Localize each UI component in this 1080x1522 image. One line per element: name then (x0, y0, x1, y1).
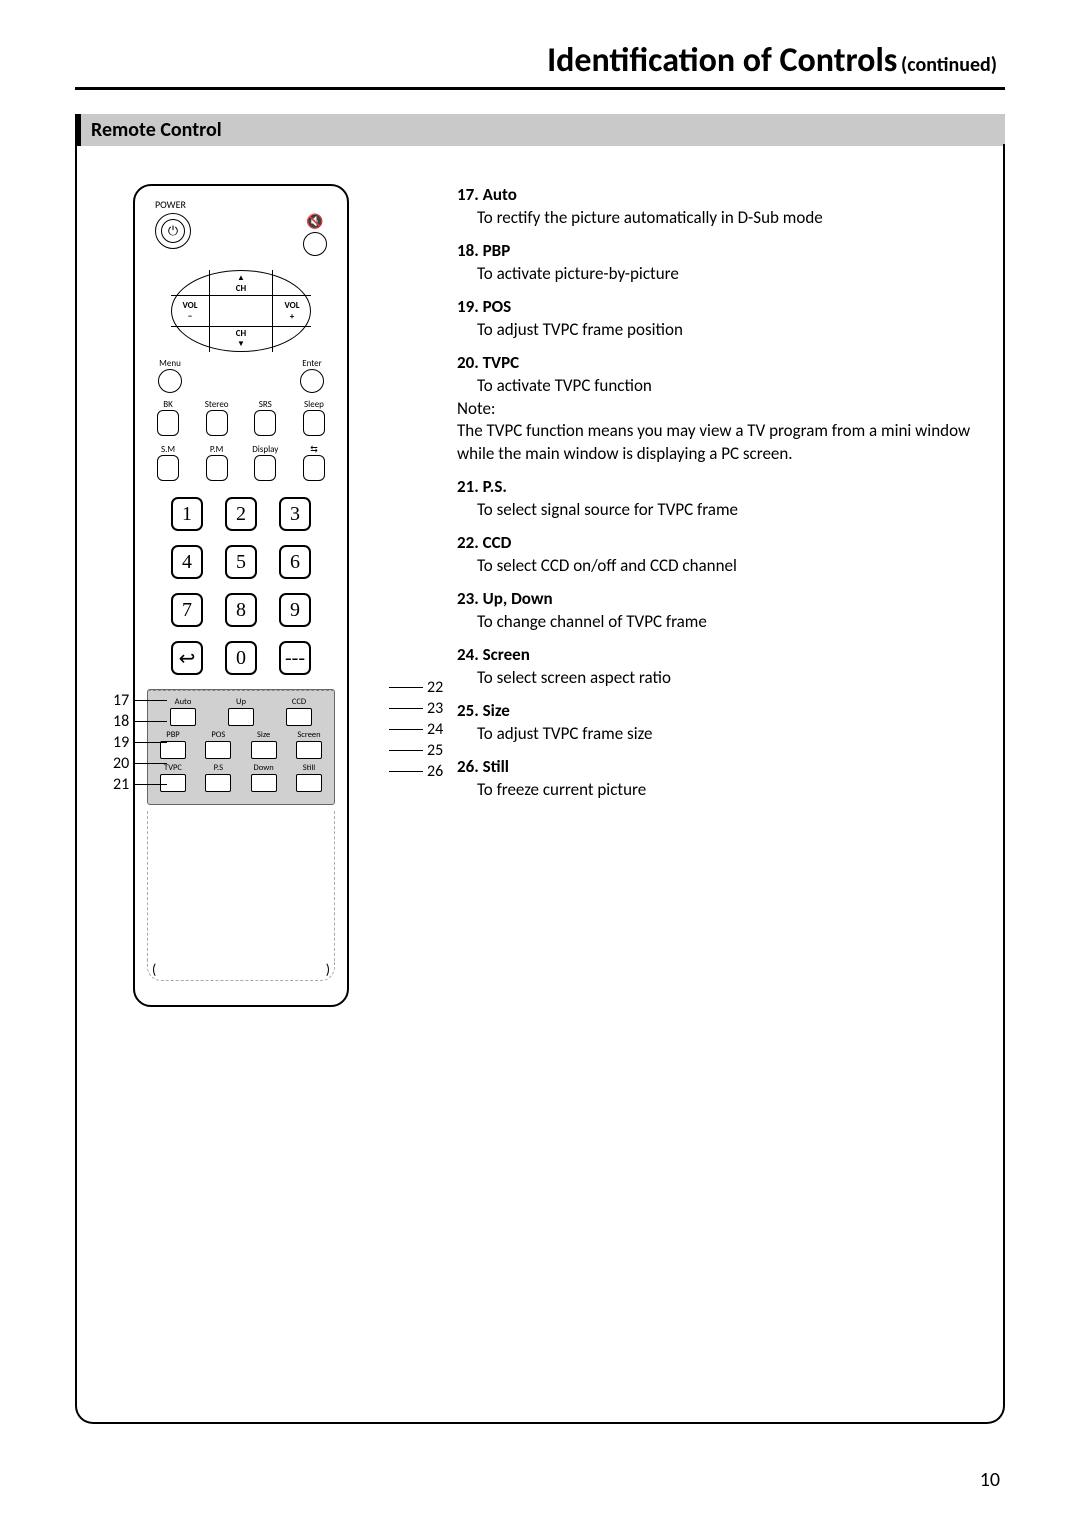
num-0: 0 (225, 641, 257, 675)
up-button (228, 708, 254, 726)
srs-button (254, 410, 276, 436)
power-button: ⏻ (155, 213, 191, 249)
callout-20: 20 (113, 753, 167, 774)
screen-label: Screen (297, 730, 320, 740)
ch-down: CH (225, 328, 257, 349)
descriptions-column: 17. AutoTo rectify the picture automatic… (447, 184, 973, 1392)
display-button (254, 455, 276, 481)
swap-button (303, 455, 325, 481)
title-main: Identification of Controls (547, 40, 897, 81)
title-suffix: (continued) (901, 53, 997, 77)
sm-label: S.M (161, 444, 175, 455)
remote-outline: POWER ⏻ 🔇 CH (133, 184, 349, 1007)
num-9: 9 (279, 593, 311, 627)
page: Identification of Controls (continued) R… (75, 40, 1005, 1424)
pm-button (206, 455, 228, 481)
num-3: 3 (279, 497, 311, 531)
content-frame: POWER ⏻ 🔇 CH (75, 144, 1005, 1424)
entry-26: 26. StillTo freeze current picture (457, 756, 973, 802)
num----: --- (279, 641, 311, 675)
entry-25: 25. SizeTo adjust TVPC frame size (457, 700, 973, 746)
num-1: 1 (171, 497, 203, 531)
sleep-button (303, 410, 325, 436)
swap-icon: ⇆ (310, 444, 318, 455)
bk-button (157, 410, 179, 436)
mute-icon: 🔇 (306, 213, 323, 230)
down-button (251, 774, 277, 792)
power-label: POWER (155, 198, 347, 211)
up-label: Up (236, 697, 246, 707)
callout-17: 17 (113, 690, 167, 711)
auto-button (170, 708, 196, 726)
enter-button (300, 369, 324, 393)
row-b: S.M P.M Display ⇆ (135, 444, 347, 481)
stereo-label: Stereo (205, 399, 229, 410)
auto-label: Auto (175, 697, 192, 707)
entry-18: 18. PBPTo activate picture-by-picture (457, 240, 973, 286)
section-header: Remote Control (75, 114, 1005, 146)
entry-24: 24. ScreenTo select screen aspect ratio (457, 644, 973, 690)
mute-button (303, 232, 327, 256)
sleep-label: Sleep (304, 399, 324, 410)
num-5: 5 (225, 545, 257, 579)
still-button (296, 774, 322, 792)
num-6: 6 (279, 545, 311, 579)
down-label: Down (254, 763, 274, 773)
entry-21: 21. P.S.To select signal source for TVPC… (457, 476, 973, 522)
entry-20: 20. TVPCTo activate TVPC functionNote:Th… (457, 352, 973, 467)
menu-button (158, 369, 182, 393)
callout-18: 18 (113, 711, 167, 732)
sm-button (157, 455, 179, 481)
ccd-label: CCD (292, 697, 306, 707)
callout-24: 24 (389, 719, 443, 740)
ch-up: CH (225, 273, 257, 294)
size-label: Size (257, 730, 270, 740)
callout-25: 25 (389, 740, 443, 761)
size-button (251, 741, 277, 759)
num-4: 4 (171, 545, 203, 579)
entry-23: 23. Up, DownTo change channel of TVPC fr… (457, 588, 973, 634)
flap: Auto Up CCD PBP POS Size Screen TVPC (147, 689, 335, 805)
page-number: 10 (980, 1468, 1000, 1492)
callouts-right: 2223242526 (389, 677, 443, 782)
bk-label: BK (163, 399, 173, 410)
ps-label: P.S (214, 763, 223, 773)
entry-17: 17. AutoTo rectify the picture automatic… (457, 184, 973, 230)
callouts-left: 1718192021 (113, 690, 167, 795)
pos-label: POS (211, 730, 225, 740)
display-label: Display (252, 444, 278, 455)
entry-19: 19. POSTo adjust TVPC frame position (457, 296, 973, 342)
numpad: 123 456 789 ↩ 0 --- (166, 497, 316, 675)
page-title: Identification of Controls (continued) (75, 40, 1005, 90)
callout-23: 23 (389, 698, 443, 719)
ccd-button (286, 708, 312, 726)
callout-19: 19 (113, 732, 167, 753)
num-2: 2 (225, 497, 257, 531)
num-↩: ↩ (171, 641, 203, 675)
callout-26: 26 (389, 761, 443, 782)
menu-label: Menu (159, 358, 181, 369)
vol-up: VOL+ (279, 300, 305, 322)
srs-label: SRS (259, 399, 272, 410)
num-8: 8 (225, 593, 257, 627)
dpad: CH CH VOL− VOL+ (171, 270, 311, 352)
pos-button (205, 741, 231, 759)
still-label: Still (303, 763, 316, 773)
ps-button (205, 774, 231, 792)
callout-21: 21 (113, 774, 167, 795)
row-a: BK Stereo SRS Sleep (135, 399, 347, 436)
num-7: 7 (171, 593, 203, 627)
screen-button (296, 741, 322, 759)
entry-22: 22. CCDTo select CCD on/off and CCD chan… (457, 532, 973, 578)
callout-22: 22 (389, 677, 443, 698)
stereo-button (206, 410, 228, 436)
vol-down: VOL− (177, 300, 203, 322)
remote-diagram-column: POWER ⏻ 🔇 CH (107, 184, 447, 1392)
pbp-label: PBP (166, 730, 179, 740)
enter-label: Enter (302, 358, 322, 369)
pm-label: P.M (210, 444, 223, 455)
